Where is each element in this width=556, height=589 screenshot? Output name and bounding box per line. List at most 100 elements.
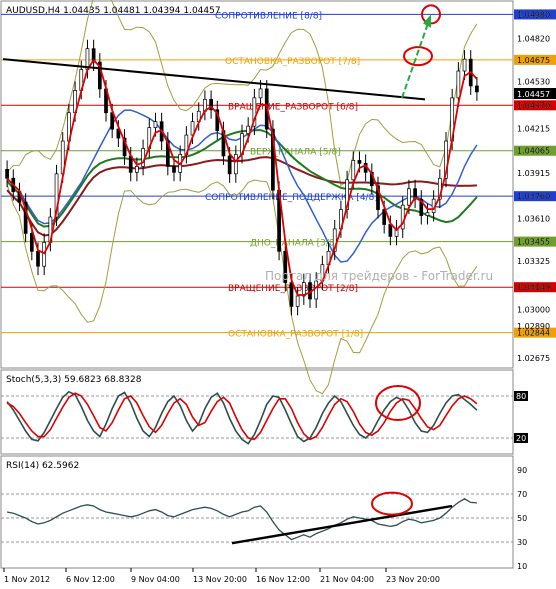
candle-body: [5, 169, 9, 179]
murrey-level-label: ВРАЩЕНИЕ_РАЗВОРОТ [6/8]: [228, 102, 358, 112]
level-price-tag: [514, 9, 556, 20]
rsi-panel-frame: [0, 455, 514, 569]
murrey-level-label: СОПРОТИВЛЕНИЕ_ПОДДЕРЖКА [4/8]: [205, 193, 378, 203]
murrey-level-label: СОПРОТИВЛЕНИЕ [8/8]: [215, 11, 322, 21]
watermark-text: Портал для трейдеров - ForTrader.ru: [265, 269, 493, 283]
candle-body: [357, 160, 362, 164]
price-tick-label: 1.04530: [517, 77, 550, 86]
rsi-trend-line: [231, 504, 453, 545]
level-price-tag-label: 1.04675: [517, 56, 550, 65]
candle-body: [351, 160, 356, 181]
level-price-tag: [514, 236, 556, 247]
price-tick-label: 1.04065: [517, 147, 550, 156]
candle-body: [419, 198, 424, 216]
stoch-series-line: [6, 390, 478, 445]
x-axis-label: 9 Nov 04:00: [131, 575, 180, 584]
candle-body: [376, 185, 380, 210]
level-price-tag: [514, 327, 556, 338]
candle-body: [382, 209, 387, 225]
level-price-tag: [514, 282, 556, 293]
candle-body: [289, 282, 294, 307]
rsi-tick-label: 50: [517, 514, 527, 523]
level-price-tag-label: 1.04065: [517, 147, 550, 156]
candle-body: [400, 204, 405, 230]
price-tick-label: 1.02675: [517, 354, 550, 363]
x-axis-label: 1 Nov 2012: [4, 575, 50, 584]
candle-body: [54, 173, 59, 218]
price-tick-label: 1.03455: [517, 238, 550, 247]
murrey-level-label: ДНО_КАНАЛА [3/8]: [250, 239, 338, 249]
x-axis-label: 16 Nov 12:00: [256, 575, 310, 584]
x-axis-label: 21 Nov 04:00: [320, 575, 374, 584]
x-axis-label: 23 Nov 20:00: [386, 575, 440, 584]
rsi-tick-label: 10: [517, 562, 527, 571]
candle-body: [388, 224, 393, 237]
candle-body: [456, 70, 461, 99]
rsi-highlight-ellipse: [371, 491, 413, 516]
axis-layer: 1.04980 1.04675 1.04370 1.04065 1.03760 1.034…: [3, 9, 556, 584]
x-axis-label: 6 Nov 12:00: [66, 575, 115, 584]
candle-body: [227, 155, 232, 175]
rsi-tick-label: 30: [517, 538, 527, 547]
rsi-panel-title: RSI(14) 62.5962: [6, 461, 79, 471]
price-layer: СОПРОТИВЛЕНИЕ [8/8] ОСТАНОВКА_РАЗВОРОТ [7…: [1, 0, 513, 395]
stoch-panel-frame: [0, 369, 514, 455]
level-price-tag-label: 1.03455: [517, 238, 550, 247]
stoch-layer: [1, 385, 513, 445]
candle-body: [29, 233, 34, 252]
stoch-tick-label: 20: [516, 434, 526, 443]
level-price-tag-label: 1.03760: [517, 192, 550, 201]
target-arrow-head: [423, 14, 431, 28]
candle-body: [258, 88, 263, 99]
candle-body: [283, 250, 288, 283]
stoch-tick-label: 80: [516, 392, 526, 401]
level-price-tag-label: 1.03149: [517, 283, 550, 292]
candle-body: [462, 58, 467, 72]
candle-body: [23, 201, 28, 234]
rsi-series-line: [6, 498, 477, 541]
level-price-tag: [514, 191, 556, 202]
candle-body: [407, 188, 411, 206]
candle-body: [475, 85, 479, 93]
price-tick-label: 1.03915: [517, 169, 550, 178]
stoch-tick-bg: [514, 433, 528, 443]
candle-body: [314, 280, 319, 300]
candle-body: [153, 121, 158, 128]
price-tick-label: 1.04980: [517, 10, 550, 19]
price-tick-label: 1.03325: [517, 257, 550, 266]
highlight-ellipse: [403, 46, 433, 67]
price-tick-label: 1.02844: [517, 329, 550, 338]
rsi-tick-label: 90: [517, 466, 527, 475]
price-tick-label: 1.03000: [517, 305, 550, 314]
price-tick-label: 1.04215: [517, 124, 550, 133]
rsi-tick-label: 70: [517, 490, 527, 499]
current-price-tag: [514, 88, 556, 99]
candle-body: [252, 97, 257, 127]
x-axis-label: 13 Nov 20:00: [193, 575, 247, 584]
stoch-series-line: [6, 392, 478, 441]
trend-line: [2, 58, 426, 101]
candle-body: [172, 166, 176, 173]
level-price-tag: [514, 145, 556, 156]
candle-body: [271, 128, 275, 191]
price-tick-label: 1.02890: [517, 322, 550, 331]
level-price-tag: [514, 100, 556, 111]
current-price-label: 1.04457: [517, 90, 550, 99]
rsi-layer: [1, 491, 513, 545]
bollinger-lower-line: [6, 179, 478, 395]
price-tick-label: 1.03610: [517, 215, 550, 224]
candle-body: [425, 212, 430, 216]
stoch-highlight-ellipse: [375, 385, 421, 421]
candle-body: [36, 250, 40, 267]
level-price-tag-label: 1.04370: [517, 101, 550, 110]
candle-body: [91, 48, 96, 63]
murrey-level-label: ОСТАНОВКА_РАЗВОРОТ [7/8]: [225, 57, 360, 67]
bollinger-upper-line: [6, 0, 478, 187]
price-tick-label: 1.04820: [517, 34, 550, 43]
candle-body: [122, 137, 127, 157]
candle-body: [246, 125, 251, 134]
candle-body: [301, 282, 306, 297]
target-arrow-line: [401, 23, 429, 99]
